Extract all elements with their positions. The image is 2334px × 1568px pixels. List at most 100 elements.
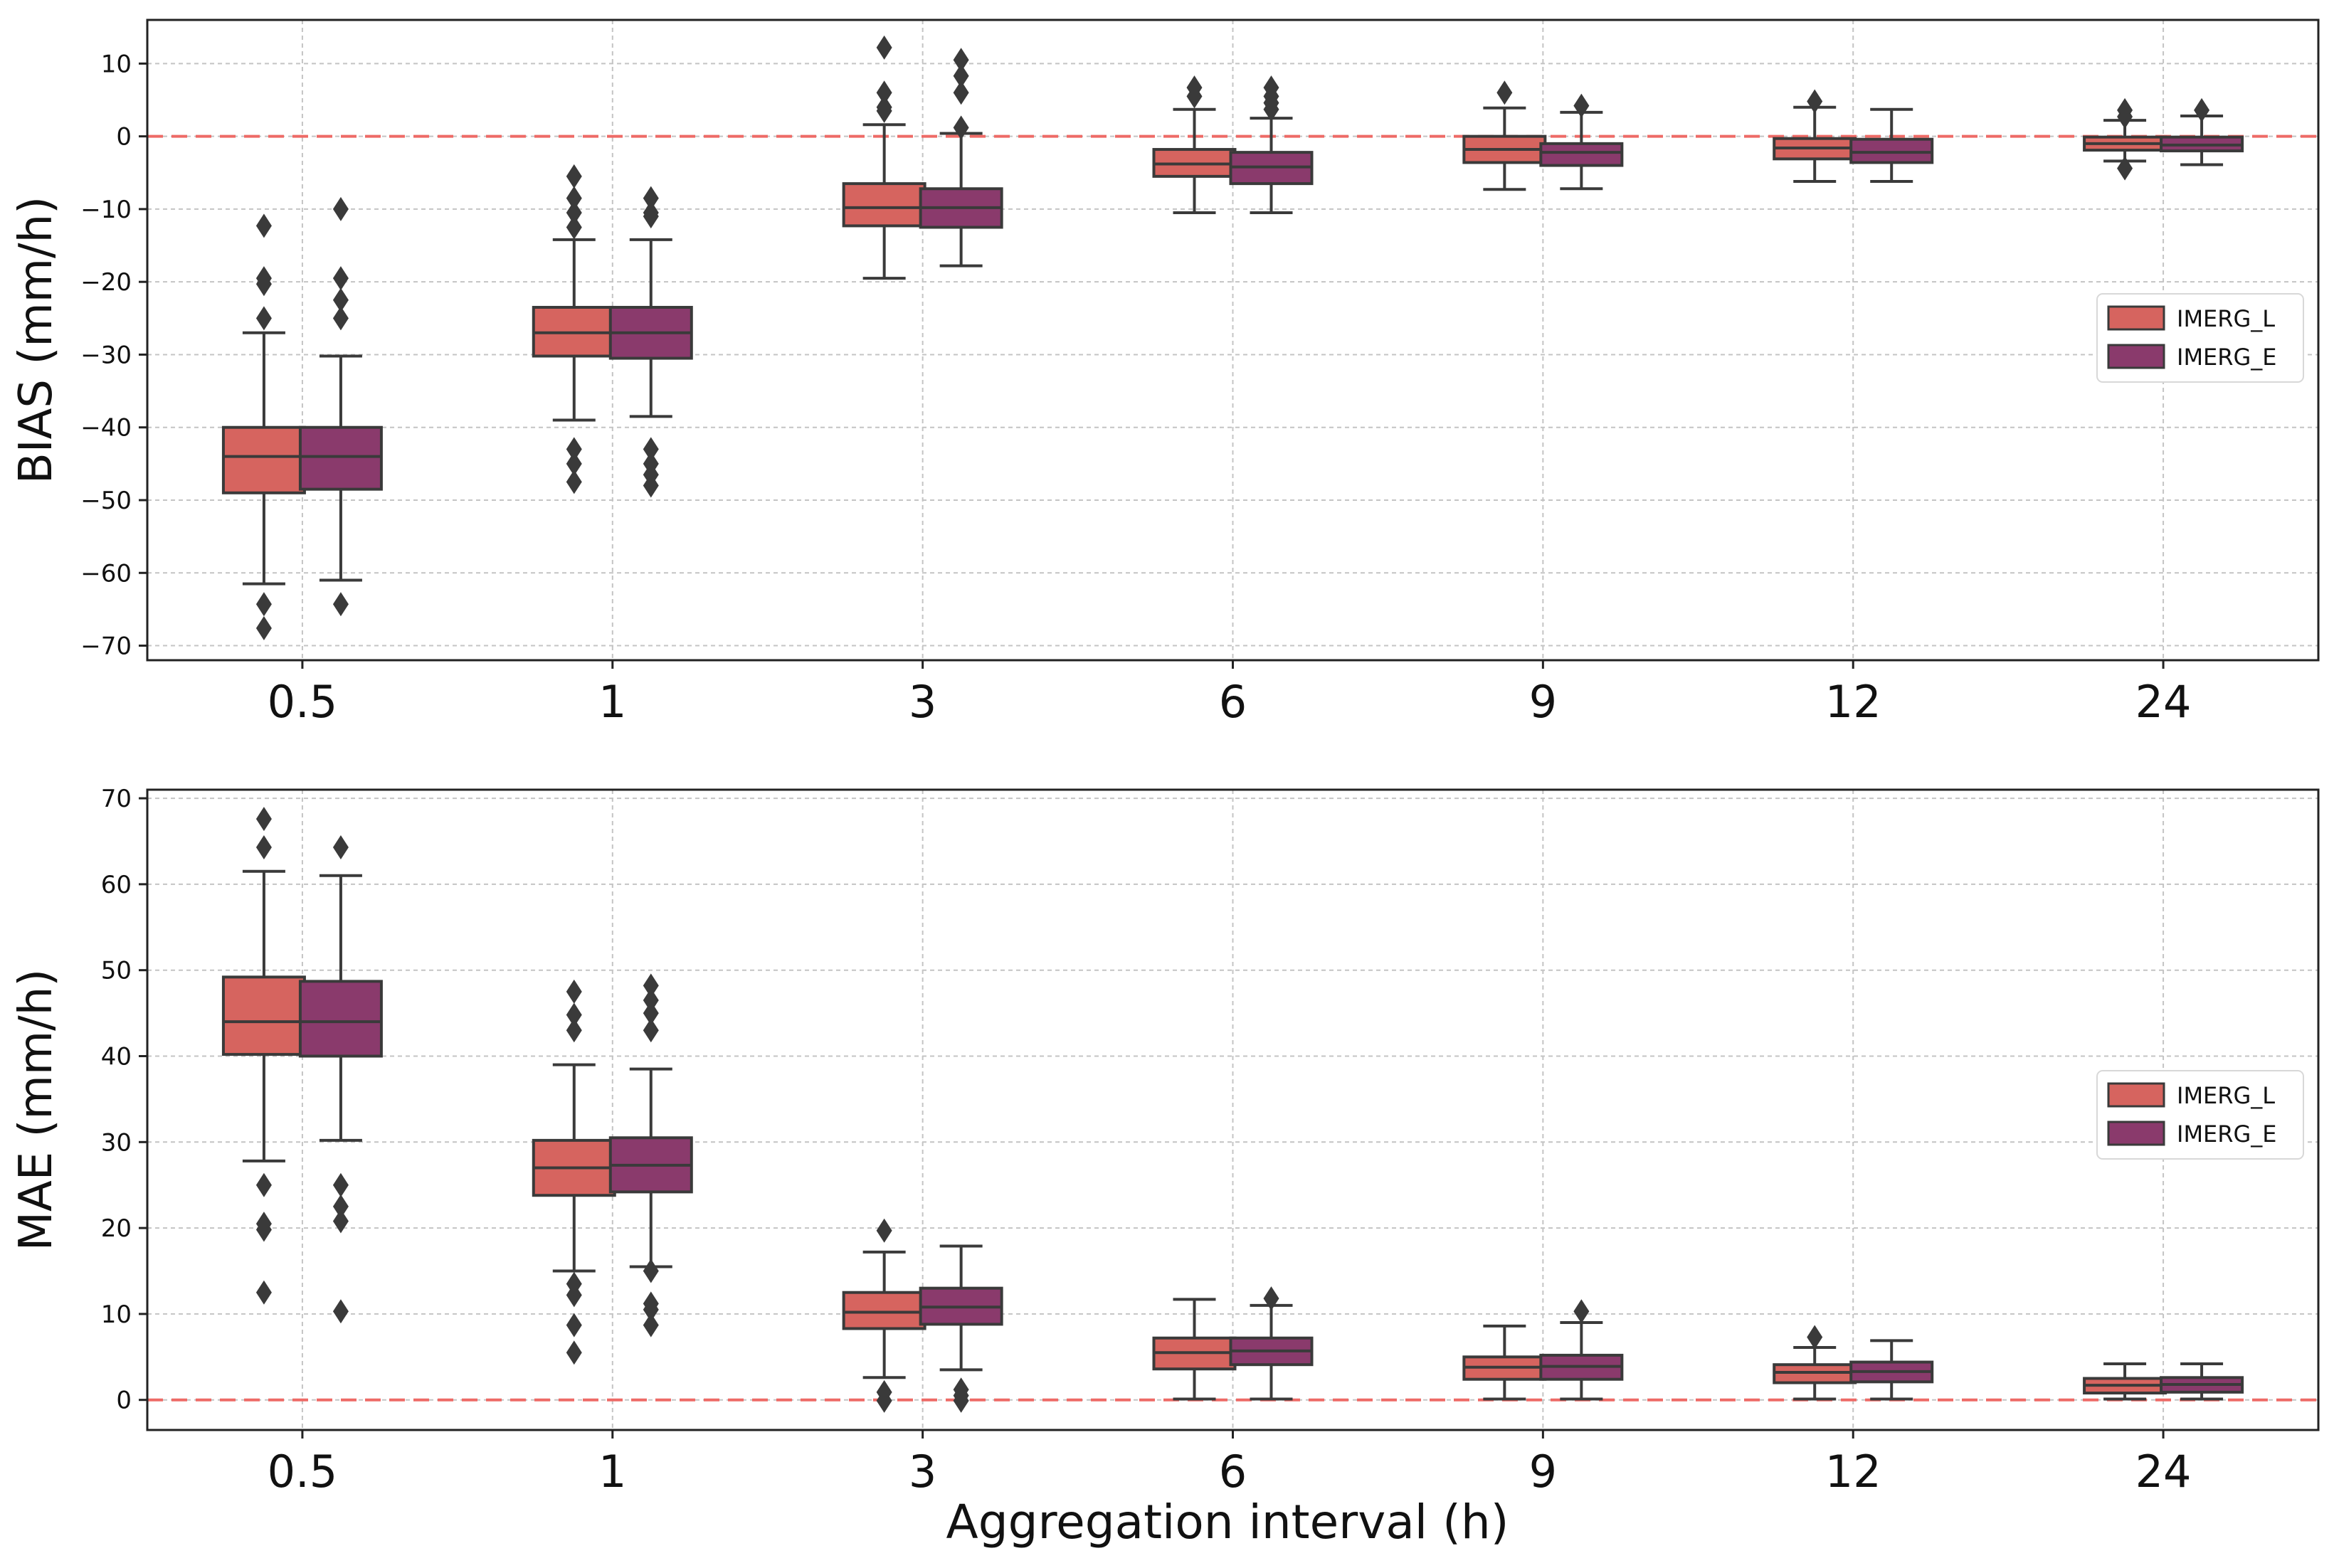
y-tick-label: 60: [101, 871, 132, 899]
outlier-point: [643, 1291, 659, 1316]
outlier-point: [643, 987, 659, 1012]
x-tick-label: 0.5: [268, 1446, 338, 1498]
box-IMERG_E-24: [2160, 1362, 2244, 1401]
box-IMERG_E-0.5: [298, 196, 383, 617]
y-tick-label: 40: [101, 1042, 132, 1071]
x-tick-label: 9: [1529, 676, 1557, 728]
outlier-point: [255, 306, 272, 331]
outlier-point: [566, 1018, 582, 1043]
outlier-point: [566, 1340, 582, 1365]
mae-panel: 70 60 50 40 30 20 10 0 0.5 1 3 6 9 12 24 MAE (mm/h) IMER…: [10, 785, 2320, 1498]
x-axis-label: Aggregation interval (h): [946, 1495, 1509, 1550]
y-tick-label: −40: [80, 414, 132, 443]
x-tick-label: 6: [1219, 1446, 1247, 1498]
box-IMERG_E-1: [608, 186, 693, 498]
outlier-point: [566, 1002, 582, 1027]
outlier-point: [643, 1001, 659, 1026]
box-IMERG_L-1: [532, 164, 616, 494]
outlier-point: [255, 1280, 272, 1305]
bias-panel: 10 0 −10 −20 −30 −40 −50 −60 −70 0.5 1 3 6 9 12 24 BIAS …: [10, 18, 2320, 728]
outlier-point: [332, 1172, 349, 1197]
legend-label: IMERG_E: [2177, 1121, 2277, 1148]
y-tick-label: −30: [80, 341, 132, 369]
legend-swatch: [2107, 1082, 2165, 1108]
box-IMERG_E-9: [1539, 93, 1624, 191]
outlier-point: [643, 437, 659, 462]
outlier-point: [332, 196, 349, 221]
legend: IMERG_L IMERG_E: [2096, 293, 2304, 383]
x-tick-label: 3: [909, 676, 936, 728]
y-tick-label: 10: [101, 50, 132, 78]
box-IMERG_E-1: [608, 973, 693, 1337]
y-tick-label: −20: [80, 268, 132, 297]
outlier-point: [2117, 97, 2133, 122]
outlier-point: [876, 35, 892, 60]
outlier-point: [1573, 93, 1590, 118]
outlier-point: [255, 592, 272, 617]
outlier-point: [1807, 89, 1823, 114]
outlier-point: [255, 616, 272, 640]
y-tick-label: −60: [80, 559, 132, 588]
box-IMERG_E-3: [919, 1244, 1003, 1413]
outlier-point: [332, 1209, 349, 1234]
outlier-point: [953, 1377, 969, 1402]
outlier-point: [643, 1259, 659, 1283]
box-IMERG_E-3: [919, 48, 1003, 267]
legend-swatch: [2107, 344, 2165, 369]
y-axis-label: MAE (mm/h): [10, 969, 63, 1251]
x-tick-label: 24: [2135, 1446, 2192, 1498]
legend-swatch: [2107, 305, 2165, 331]
box-body: [221, 975, 306, 1056]
legend-label: IMERG_L: [2177, 305, 2275, 332]
box-body: [1539, 142, 1624, 167]
outlier-point: [876, 1218, 892, 1243]
x-tick-label: 9: [1529, 1446, 1557, 1498]
outlier-point: [255, 1212, 272, 1236]
y-tick-label: 20: [101, 1214, 132, 1243]
y-tick-label: 10: [101, 1301, 132, 1329]
outlier-point: [566, 164, 582, 189]
outlier-point: [2194, 97, 2210, 122]
box-IMERG_L-9: [1462, 1324, 1547, 1401]
outlier-point: [255, 272, 272, 297]
outlier-point: [332, 1299, 349, 1324]
outlier-point: [643, 186, 659, 211]
x-tick-label: 1: [598, 1446, 626, 1498]
box-IMERG_E-9: [1539, 1299, 1624, 1401]
outlier-point: [643, 204, 659, 229]
outlier-point: [1263, 75, 1279, 100]
outlier-point: [2117, 156, 2133, 181]
outlier-point: [1263, 1286, 1279, 1311]
outlier-point: [953, 63, 969, 88]
box-IMERG_L-24: [2083, 97, 2167, 181]
legend-swatch: [2107, 1121, 2165, 1146]
outlier-point: [566, 437, 582, 462]
x-tick-label: 0.5: [268, 676, 338, 728]
y-tick-label: −50: [80, 487, 132, 515]
x-tick-label: 1: [598, 676, 626, 728]
box-IMERG_L-0.5: [221, 807, 306, 1305]
outlier-point: [332, 592, 349, 617]
outlier-point: [566, 201, 582, 226]
y-tick-label: 70: [101, 785, 132, 813]
box-body: [1849, 137, 1934, 164]
box-body: [842, 1291, 926, 1330]
outlier-point: [332, 287, 349, 312]
legend-label: IMERG_E: [2177, 344, 2277, 371]
y-tick-label: 50: [101, 957, 132, 985]
box-IMERG_L-1: [532, 979, 616, 1365]
outlier-point: [566, 1313, 582, 1337]
outlier-point: [332, 1194, 349, 1219]
box-body: [298, 980, 383, 1058]
x-tick-label: 24: [2135, 676, 2192, 728]
box-IMERG_L-0.5: [221, 213, 306, 640]
box-IMERG_E-12: [1849, 107, 1934, 184]
x-tick-label: 3: [909, 1446, 936, 1498]
x-tick-label: 12: [1825, 1446, 1881, 1498]
outlier-point: [566, 1271, 582, 1296]
outlier-point: [643, 973, 659, 998]
outlier-point: [876, 1379, 892, 1404]
outlier-point: [332, 306, 349, 331]
